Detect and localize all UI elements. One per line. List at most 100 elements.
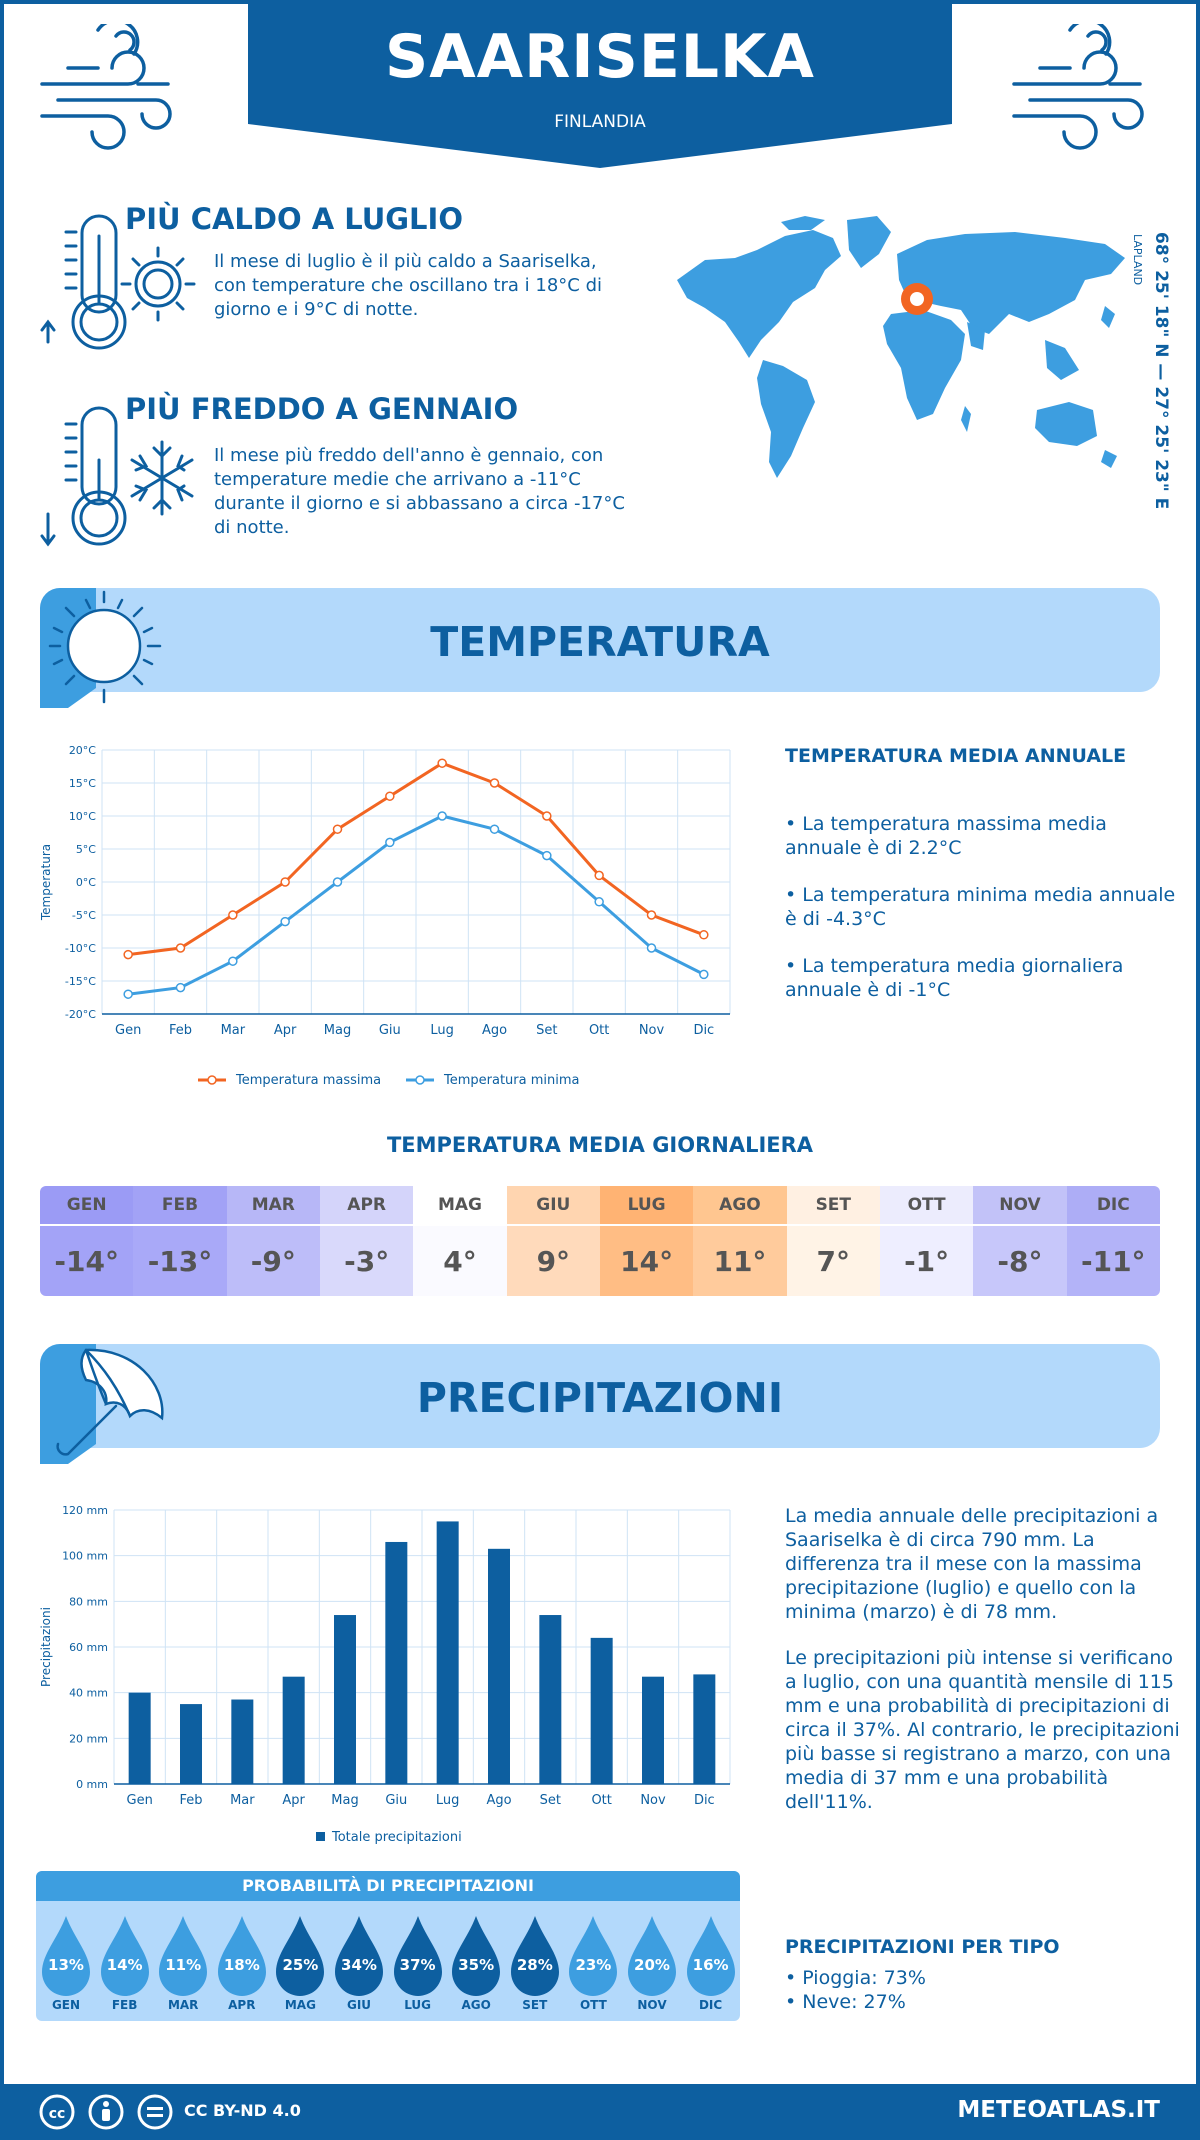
daily-temp-column: MAR -9° <box>226 1186 320 1296</box>
x-tick-label: Feb <box>169 1023 192 1038</box>
probability-value: 28% <box>516 1956 553 1974</box>
y-tick-label: 20 mm <box>69 1732 108 1745</box>
hot-thermometer-icon <box>40 214 196 350</box>
probability-month: SET <box>522 1998 548 2012</box>
probability-value: 25% <box>282 1956 319 1974</box>
data-point <box>123 989 133 999</box>
daily-temp-value: -3° <box>319 1224 414 1296</box>
legend-marker <box>415 1075 425 1085</box>
daily-month-label: GEN <box>40 1186 134 1224</box>
y-tick-label: 80 mm <box>69 1595 108 1608</box>
probability-month: APR <box>228 1998 256 2012</box>
precip-section-header <box>40 1344 1160 1464</box>
data-point <box>489 824 500 834</box>
probability-month: GIU <box>346 1998 372 2012</box>
precip-type-title: PRECIPITAZIONI PER TIPO <box>785 1936 1060 1958</box>
precip-summary: La media annuale delle precipitazioni a … <box>785 1505 1159 1623</box>
series-line <box>127 761 705 957</box>
probability-month: OTT <box>579 1998 607 2012</box>
data-point <box>385 791 395 801</box>
warmest-title: PIÙ CALDO A LUGLIO <box>125 202 463 236</box>
y-tick-label: 5°C <box>76 843 96 856</box>
x-tick-label: Lug <box>436 1793 460 1808</box>
data-point <box>175 982 186 993</box>
data-point <box>332 824 343 834</box>
daily-temp-table: GEN -14° FEB -13° MAR -9° APR -3° MAG 4° GIU 9° LUG 1… <box>40 1186 1160 1296</box>
raindrop-icon <box>42 1916 90 1996</box>
data-point <box>594 897 604 907</box>
probability-value: 11% <box>165 1956 202 1974</box>
daily-temp-column: FEB -13° <box>133 1186 227 1296</box>
daily-temp-column: GIU 9° <box>506 1186 600 1296</box>
data-point <box>175 943 186 953</box>
data-point <box>123 949 133 960</box>
probability-value: 34% <box>341 1956 377 1974</box>
probability-value: 20% <box>634 1956 670 1974</box>
data-point <box>594 870 604 881</box>
raindrop-icon <box>393 1916 442 1996</box>
precip-details: Le precipitazioni più intense si verific… <box>785 1647 1180 1813</box>
daily-temp-column: MAG 4° <box>413 1186 507 1296</box>
x-tick-label: Mag <box>331 1793 358 1808</box>
attribution-icon <box>88 2094 124 2130</box>
daily-temp-column: AGO 11° <box>693 1186 787 1296</box>
daily-month-label: MAG <box>413 1186 507 1224</box>
y-tick-label: -20°C <box>65 1008 96 1021</box>
raindrop-icon <box>628 1916 676 1996</box>
precip-bar <box>590 1637 613 1784</box>
precip-bar <box>488 1548 510 1784</box>
y-tick-label: 40 mm <box>69 1687 108 1700</box>
daily-month-label: SET <box>786 1186 880 1224</box>
daily-month-label: OTT <box>879 1186 974 1224</box>
probability-month: MAG <box>284 1998 316 2012</box>
warmest-text: Il mese di luglio è il più caldo a Saari… <box>214 251 603 320</box>
y-axis-label: Temperatura <box>39 844 53 921</box>
license-label: CC BY-ND 4.0 <box>184 2101 301 2120</box>
rain-share: • Pioggia: 73% <box>785 1967 926 1989</box>
coldest-text: Il mese più freddo dell'anno è gennaio, … <box>214 445 625 538</box>
daily-month-label: GIU <box>506 1186 600 1224</box>
data-point <box>280 916 290 927</box>
x-tick-label: Giu <box>379 1023 401 1038</box>
data-point <box>332 877 343 887</box>
raindrop-shape <box>217 1916 266 1996</box>
annual-temp-max: • La temperatura massima media annuale è… <box>785 813 1107 859</box>
probability-value: 18% <box>223 1956 260 1974</box>
legend-label: Temperatura minima <box>443 1073 580 1088</box>
daily-month-label: APR <box>319 1186 414 1224</box>
daily-temp-value: 4° <box>413 1224 507 1296</box>
daily-month-label: LUG <box>599 1186 694 1224</box>
data-point <box>646 910 657 920</box>
sun-icon <box>48 590 162 704</box>
daily-temp-column: NOV -8° <box>973 1186 1067 1296</box>
daily-temp-title: TEMPERATURA MEDIA GIORNALIERA <box>386 1133 814 1157</box>
precip-bar <box>436 1521 459 1784</box>
legend-label: Totale precipitazioni <box>331 1830 462 1845</box>
site-link[interactable]: METEOATLAS.IT <box>957 2097 1160 2123</box>
daily-temp-value: -9° <box>226 1224 320 1296</box>
daily-month-label: DIC <box>1066 1186 1160 1224</box>
y-tick-label: 20°C <box>69 744 96 757</box>
data-point <box>437 758 447 768</box>
data-point <box>542 811 552 821</box>
raindrop-icon <box>452 1916 501 1996</box>
data-point <box>542 850 552 861</box>
raindrop-shape <box>393 1916 442 1996</box>
probability-month: AGO <box>461 1998 491 2012</box>
probability-value: 13% <box>48 1956 84 1974</box>
daily-temp-column: SET 7° <box>786 1186 880 1296</box>
temperature-section-title: TEMPERATURA <box>430 618 770 666</box>
y-tick-label: 120 mm <box>62 1504 108 1517</box>
daily-temp-value: 14° <box>599 1224 694 1296</box>
coldest-title: PIÙ FREDDO A GENNAIO <box>125 392 519 426</box>
x-tick-label: Feb <box>179 1793 202 1808</box>
world-map <box>677 216 1125 478</box>
raindrop-shape <box>42 1916 90 1996</box>
raindrop-icon <box>686 1916 735 1996</box>
raindrop-icon <box>335 1916 383 1996</box>
probability-month: MAR <box>167 1998 199 2012</box>
y-tick-label: 0 mm <box>76 1778 108 1791</box>
legend-swatch <box>316 1832 325 1841</box>
raindrop-icon <box>276 1916 325 1996</box>
raindrop-shape <box>452 1916 501 1996</box>
